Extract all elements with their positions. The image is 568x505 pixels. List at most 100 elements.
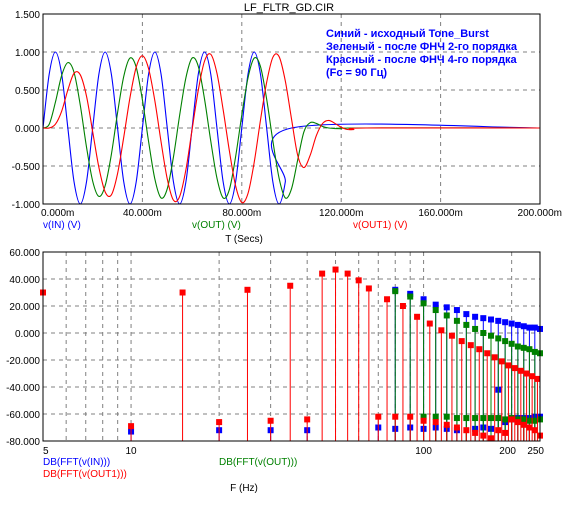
fft-y-tick-label: -20.000 bbox=[6, 356, 40, 367]
fft-y-tick-label: 0.000 bbox=[15, 329, 40, 340]
marker-db-fft-v-out1 bbox=[443, 421, 450, 428]
marker-db-fft-v-out1 bbox=[467, 342, 474, 349]
fft-y-tick-label: 40.000 bbox=[9, 275, 40, 286]
transient-frame bbox=[42, 13, 541, 205]
transient-series bbox=[42, 51, 541, 205]
fft-x-tick-label: 200 bbox=[499, 446, 516, 457]
marker-db-fft-v-out1 bbox=[514, 419, 521, 426]
fft-x-tick-label: 10 bbox=[125, 446, 137, 457]
marker-db-fft-v-out1 bbox=[304, 416, 311, 423]
marker-db-fft-v-out1 bbox=[488, 435, 495, 442]
marker-db-fft-v-out bbox=[526, 346, 533, 353]
series-line-v-out1-v- bbox=[42, 53, 541, 204]
marker-db-fft-v-in bbox=[520, 323, 527, 330]
transient-x-tick-label: 160.000m bbox=[418, 208, 462, 219]
marker-db-fft-v-out1 bbox=[420, 417, 427, 424]
fft-y-tick-label: -80.000 bbox=[6, 437, 40, 448]
series-line-v-in-v- bbox=[42, 51, 541, 205]
annotation-line-2: Зеленый - после ФНЧ 2-го порядка bbox=[326, 41, 518, 53]
fft-legend: DB(FFT(v(IN))) DB(FFT(v(OUT))) DB(FFT(v(… bbox=[43, 457, 297, 480]
marker-db-fft-v-out1 bbox=[484, 350, 491, 357]
transient-plot: 1.500 1.000 0.500 0.000 -0.500 -1.000 0.000m 4… bbox=[12, 10, 562, 245]
marker-db-fft-v-out1 bbox=[531, 427, 538, 434]
fft-y-tick-label: 20.000 bbox=[9, 302, 40, 313]
legend-fft-out1: DB(FFT(v(OUT1))) bbox=[43, 469, 127, 480]
fft-y-tick-label: -60.000 bbox=[6, 410, 40, 421]
marker-db-fft-v-out1 bbox=[355, 277, 362, 284]
marker-db-fft-v-out1 bbox=[399, 303, 406, 309]
annotation-line-1: Синий - исходный Tone_Burst bbox=[326, 28, 489, 40]
marker-db-fft-v-out1 bbox=[438, 327, 445, 334]
marker-db-fft-v-out1 bbox=[432, 419, 439, 426]
marker-db-fft-v-in bbox=[531, 324, 538, 331]
marker-db-fft-v-out1 bbox=[392, 413, 399, 420]
window-title: LF_FLTR_GD.CIR bbox=[244, 2, 334, 14]
transient-y-tick-label: -0.500 bbox=[12, 162, 41, 173]
marker-db-fft-v-out1 bbox=[472, 429, 479, 436]
marker-db-fft-v-out1 bbox=[491, 354, 498, 361]
transient-x-axis-label: T (Secs) bbox=[225, 234, 263, 245]
marker-db-fft-v-in bbox=[514, 321, 521, 328]
marker-db-fft-v-out1 bbox=[511, 365, 518, 372]
marker-db-fft-v-out1 bbox=[375, 413, 382, 420]
marker-db-fft-v-in bbox=[502, 319, 509, 326]
marker-db-fft-v-out1 bbox=[520, 421, 527, 428]
marker-db-fft-v-out bbox=[443, 312, 450, 319]
marker-db-fft-v-out1 bbox=[476, 346, 483, 353]
transient-y-tick-label: -1.000 bbox=[12, 200, 41, 211]
legend-fft-in: DB(FFT(v(IN))) bbox=[43, 457, 110, 468]
marker-db-fft-v-out bbox=[514, 343, 521, 350]
fft-x-tick-label: 5 bbox=[43, 446, 49, 457]
transient-y-tick-label: 0.500 bbox=[15, 86, 40, 97]
fft-grid bbox=[43, 252, 540, 441]
fft-x-axis-label: F (Hz) bbox=[230, 483, 258, 494]
fft-series bbox=[40, 266, 543, 442]
marker-db-fft-v-in bbox=[432, 301, 439, 308]
fft-x-tick-label: 250 bbox=[527, 446, 544, 457]
marker-db-fft-v-out1 bbox=[244, 286, 251, 293]
marker-db-fft-v-out1 bbox=[534, 375, 541, 382]
annotation-line-3: Красный - после ФНЧ 4-го порядка bbox=[326, 54, 518, 66]
transient-y-ticks: 1.500 1.000 0.500 0.000 -0.500 -1.000 bbox=[12, 10, 41, 211]
fft-x-ticks: 5 10 100 200 250 bbox=[43, 446, 544, 457]
fft-y-ticks: 60.000 40.000 20.000 0.000 -20.000 -40.000 -60… bbox=[6, 248, 40, 448]
fft-plot: 60.000 40.000 20.000 0.000 -20.000 -40.000 -60… bbox=[6, 248, 544, 494]
marker-db-fft-v-out bbox=[531, 348, 538, 355]
marker-db-fft-v-out1 bbox=[384, 296, 391, 303]
fft-x-tick-label: 100 bbox=[415, 446, 432, 457]
marker-db-fft-v-out1 bbox=[448, 332, 455, 339]
marker-db-fft-v-out1 bbox=[529, 373, 536, 380]
marker-db-fft-v-in bbox=[463, 311, 470, 318]
marker-db-fft-v-in bbox=[526, 324, 533, 331]
marker-db-fft-v-out bbox=[432, 307, 439, 314]
annotation-line-4: (Fc = 90 Гц) bbox=[326, 67, 387, 79]
marker-db-fft-v-out bbox=[502, 338, 509, 345]
marker-db-fft-v-out bbox=[392, 288, 399, 295]
marker-db-fft-v-out bbox=[463, 321, 470, 328]
transient-x-tick-label: 80.000m bbox=[222, 208, 261, 219]
marker-db-fft-v-in bbox=[488, 316, 495, 323]
marker-db-fft-v-out1 bbox=[502, 429, 509, 436]
legend-v-out1: v(OUT1) (V) bbox=[353, 220, 407, 231]
series-line-v-out-v- bbox=[42, 57, 541, 199]
marker-db-fft-v-out bbox=[488, 332, 495, 339]
marker-db-fft-v-out1 bbox=[458, 338, 465, 345]
transient-y-tick-label: 1.000 bbox=[15, 48, 40, 59]
marker-db-fft-v-in bbox=[495, 317, 502, 324]
marker-db-fft-v-out1 bbox=[287, 282, 294, 289]
marker-db-fft-v-in bbox=[508, 320, 515, 327]
marker-db-fft-v-out1 bbox=[332, 266, 339, 273]
transient-x-tick-label: 200.000m bbox=[518, 208, 562, 219]
legend-v-in: v(IN) (V) bbox=[43, 220, 81, 231]
transient-x-tick-label: 40.000m bbox=[123, 208, 162, 219]
marker-db-fft-v-out1 bbox=[508, 416, 515, 423]
marker-db-fft-v-out1 bbox=[523, 370, 530, 377]
transient-y-tick-label: 0.000 bbox=[15, 124, 40, 135]
marker-db-fft-v-out1 bbox=[179, 289, 186, 296]
marker-db-fft-v-out1 bbox=[498, 358, 505, 365]
marker-db-fft-v-in bbox=[420, 296, 427, 303]
marker-db-fft-v-out bbox=[520, 344, 527, 351]
marker-db-fft-v-out1 bbox=[414, 313, 421, 320]
marker-db-fft-v-out1 bbox=[128, 423, 135, 430]
